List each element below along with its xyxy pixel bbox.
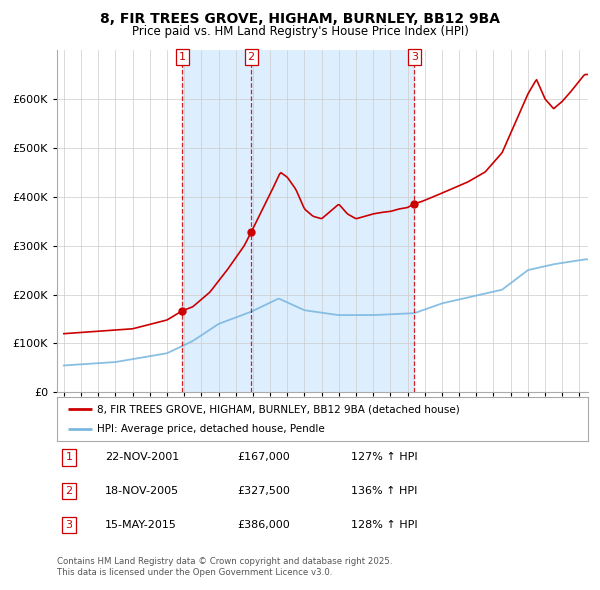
- Bar: [251, 50, 415, 392]
- Text: 8, FIR TREES GROVE, HIGHAM, BURNLEY, BB12 9BA: 8, FIR TREES GROVE, HIGHAM, BURNLEY, BB1…: [100, 12, 500, 26]
- Bar: [182, 50, 251, 392]
- Text: 128% ↑ HPI: 128% ↑ HPI: [351, 520, 418, 530]
- Text: £167,000: £167,000: [237, 453, 290, 462]
- Text: 127% ↑ HPI: 127% ↑ HPI: [351, 453, 418, 462]
- Text: 1: 1: [179, 52, 186, 62]
- Text: 1: 1: [65, 453, 73, 462]
- Text: This data is licensed under the Open Government Licence v3.0.: This data is licensed under the Open Gov…: [57, 568, 332, 577]
- Text: 3: 3: [411, 52, 418, 62]
- Text: 22-NOV-2001: 22-NOV-2001: [105, 453, 179, 462]
- Text: 15-MAY-2015: 15-MAY-2015: [105, 520, 177, 530]
- Text: 18-NOV-2005: 18-NOV-2005: [105, 486, 179, 496]
- Text: 136% ↑ HPI: 136% ↑ HPI: [351, 486, 418, 496]
- Text: Price paid vs. HM Land Registry's House Price Index (HPI): Price paid vs. HM Land Registry's House …: [131, 25, 469, 38]
- Text: Contains HM Land Registry data © Crown copyright and database right 2025.: Contains HM Land Registry data © Crown c…: [57, 558, 392, 566]
- Text: £386,000: £386,000: [237, 520, 290, 530]
- Text: 2: 2: [65, 486, 73, 496]
- Text: 3: 3: [65, 520, 73, 530]
- Text: HPI: Average price, detached house, Pendle: HPI: Average price, detached house, Pend…: [97, 424, 325, 434]
- Text: £327,500: £327,500: [237, 486, 290, 496]
- Text: 2: 2: [248, 52, 255, 62]
- Text: 8, FIR TREES GROVE, HIGHAM, BURNLEY, BB12 9BA (detached house): 8, FIR TREES GROVE, HIGHAM, BURNLEY, BB1…: [97, 404, 460, 414]
